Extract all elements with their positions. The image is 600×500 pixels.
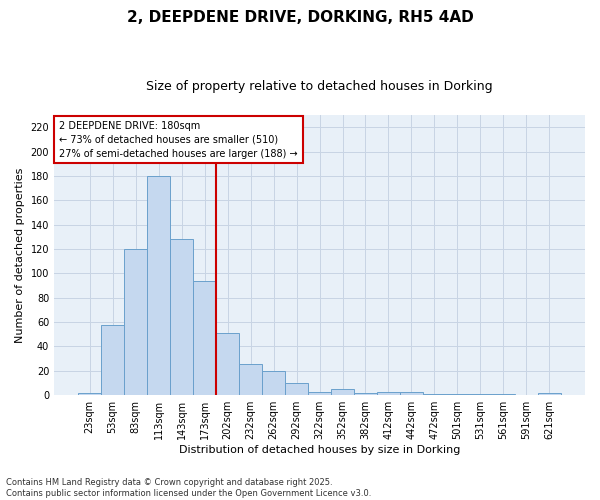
Bar xyxy=(124,249,147,395)
Text: 2, DEEPDENE DRIVE, DORKING, RH5 4AD: 2, DEEPDENE DRIVE, DORKING, RH5 4AD xyxy=(127,10,473,25)
Bar xyxy=(147,176,170,395)
Bar xyxy=(101,324,124,395)
Bar xyxy=(285,383,308,395)
Bar xyxy=(193,280,216,395)
Bar xyxy=(170,240,193,395)
Y-axis label: Number of detached properties: Number of detached properties xyxy=(15,168,25,343)
Bar xyxy=(78,393,101,395)
Text: 2 DEEPDENE DRIVE: 180sqm
← 73% of detached houses are smaller (510)
27% of semi-: 2 DEEPDENE DRIVE: 180sqm ← 73% of detach… xyxy=(59,120,298,158)
Bar xyxy=(469,394,492,395)
Bar xyxy=(377,392,400,395)
Bar xyxy=(262,371,285,395)
X-axis label: Distribution of detached houses by size in Dorking: Distribution of detached houses by size … xyxy=(179,445,460,455)
Bar xyxy=(423,394,446,395)
Title: Size of property relative to detached houses in Dorking: Size of property relative to detached ho… xyxy=(146,80,493,93)
Bar xyxy=(239,364,262,395)
Bar xyxy=(216,333,239,395)
Bar xyxy=(538,393,561,395)
Bar xyxy=(446,394,469,395)
Bar xyxy=(308,392,331,395)
Bar xyxy=(354,393,377,395)
Bar xyxy=(492,394,515,395)
Bar xyxy=(331,389,354,395)
Bar xyxy=(400,392,423,395)
Text: Contains HM Land Registry data © Crown copyright and database right 2025.
Contai: Contains HM Land Registry data © Crown c… xyxy=(6,478,371,498)
